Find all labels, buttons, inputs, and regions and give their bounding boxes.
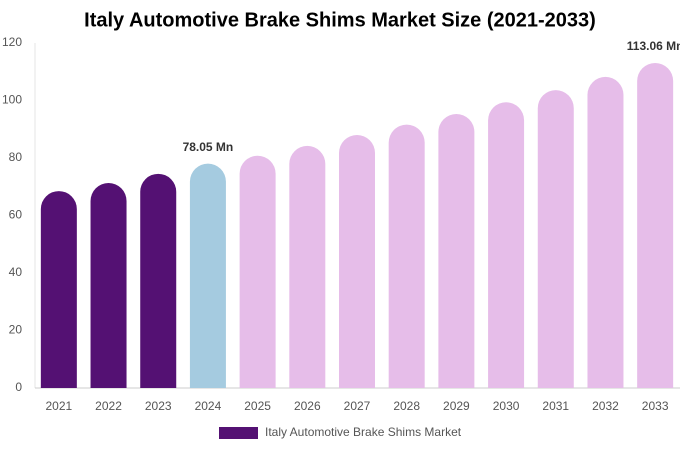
value-label: 113.06 Mn <box>627 39 680 53</box>
x-tick-label: 2033 <box>642 399 669 413</box>
value-label: 78.05 Mn <box>183 140 234 154</box>
bar <box>488 102 525 388</box>
y-tick-label: 0 <box>15 380 22 394</box>
bar <box>239 155 276 388</box>
x-tick-label: 2032 <box>592 399 619 413</box>
chart-title: Italy Automotive Brake Shims Market Size… <box>84 9 596 31</box>
bar <box>40 191 77 388</box>
x-tick-label: 2027 <box>344 399 371 413</box>
x-tick-label: 2025 <box>244 399 271 413</box>
bar <box>90 183 127 388</box>
y-tick-label: 60 <box>9 208 23 222</box>
x-tick-label: 2023 <box>145 399 172 413</box>
bar <box>537 90 574 388</box>
x-tick-label: 2031 <box>542 399 569 413</box>
legend-swatch <box>219 427 258 439</box>
bar <box>438 114 475 388</box>
bar <box>140 173 177 388</box>
bar <box>637 62 674 388</box>
bar <box>339 135 375 388</box>
x-tick-label: 2029 <box>443 399 470 413</box>
x-tick-label: 2026 <box>294 399 321 413</box>
y-tick-label: 40 <box>9 265 23 279</box>
y-tick-label: 80 <box>9 150 23 164</box>
y-tick-label: 20 <box>9 323 23 337</box>
y-tick-label: 120 <box>2 35 22 49</box>
bar <box>388 124 425 388</box>
x-tick-label: 2022 <box>95 399 122 413</box>
legend-label: Italy Automotive Brake Shims Market <box>265 425 462 439</box>
y-tick-label: 100 <box>2 93 22 107</box>
x-tick-label: 2030 <box>493 399 520 413</box>
x-tick-label: 2021 <box>45 399 72 413</box>
bar <box>289 145 326 388</box>
bar <box>587 76 624 388</box>
x-tick-label: 2028 <box>393 399 420 413</box>
bar <box>189 163 226 388</box>
x-tick-label: 2024 <box>195 399 222 413</box>
